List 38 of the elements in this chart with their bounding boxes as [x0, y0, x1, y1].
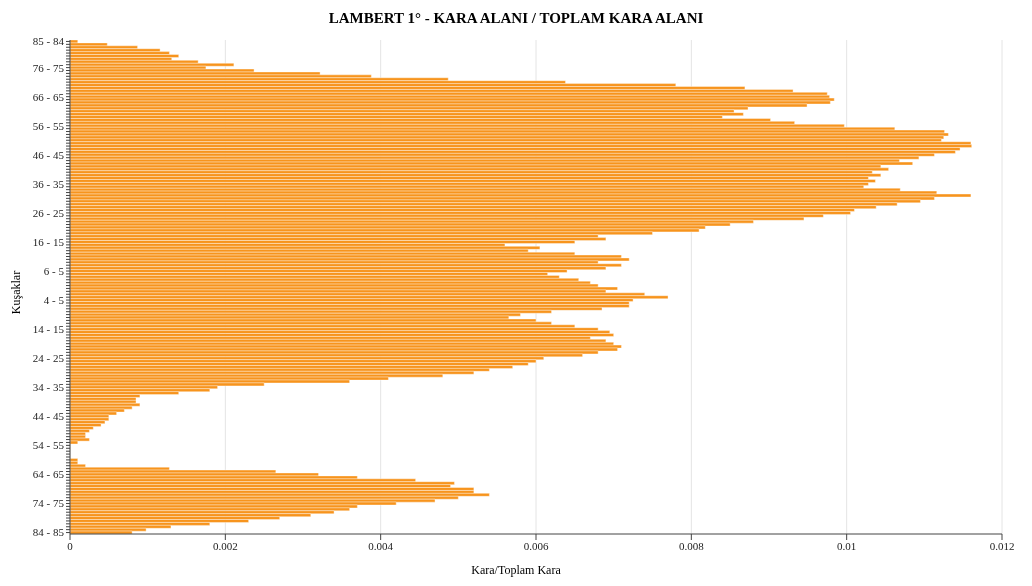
bar: [70, 420, 106, 424]
bar: [70, 429, 90, 433]
x-tick-label: 0.012: [989, 539, 1015, 552]
y-tick-label: 54 - 55: [32, 439, 65, 452]
bar: [70, 493, 490, 497]
y-tick-label: 4 - 5: [43, 293, 65, 306]
y-tick-label: 56 - 55: [32, 119, 65, 132]
bar: [70, 100, 831, 105]
x-tick-label: 0.01: [837, 539, 857, 552]
y-tick-label: 84 - 85: [32, 526, 65, 539]
x-tick-label: 0.002: [212, 539, 238, 552]
y-tick-label: 74 - 75: [32, 497, 65, 510]
y-tick-label: 46 - 45: [32, 148, 65, 161]
chart-title: LAMBERT 1° - KARA ALANI / TOPLAM KARA ALANI: [327, 9, 705, 28]
y-axis-title: Kuşaklar: [8, 269, 24, 317]
y-tick-label: 16 - 15: [32, 235, 65, 248]
bar: [70, 423, 102, 427]
x-tick-label: 0: [67, 539, 74, 552]
bar: [70, 295, 669, 299]
bar: [70, 237, 607, 241]
y-tick-label: 66 - 65: [32, 90, 65, 103]
bar: [70, 193, 972, 198]
x-tick-label: 0.008: [678, 539, 705, 552]
y-tick-label: 24 - 25: [32, 352, 65, 365]
bar: [70, 347, 618, 352]
x-tick-label: 0.004: [368, 539, 394, 552]
y-tick-label: 26 - 25: [32, 206, 65, 219]
y-tick-label: 14 - 15: [32, 323, 65, 336]
x-tick-label: 0.006: [523, 539, 549, 552]
y-tick-label: 36 - 35: [32, 177, 65, 190]
y-tick-label: 44 - 45: [32, 410, 65, 423]
bar: [70, 437, 90, 442]
y-tick-label: 6 - 5: [43, 264, 65, 277]
y-tick-label: 76 - 75: [32, 61, 65, 74]
y-tick-label: 85 - 84: [32, 35, 65, 48]
x-axis-title: Kara/Toplam Kara: [470, 563, 562, 578]
y-tick-label: 64 - 65: [32, 468, 65, 481]
y-tick-label: 34 - 35: [32, 381, 65, 394]
